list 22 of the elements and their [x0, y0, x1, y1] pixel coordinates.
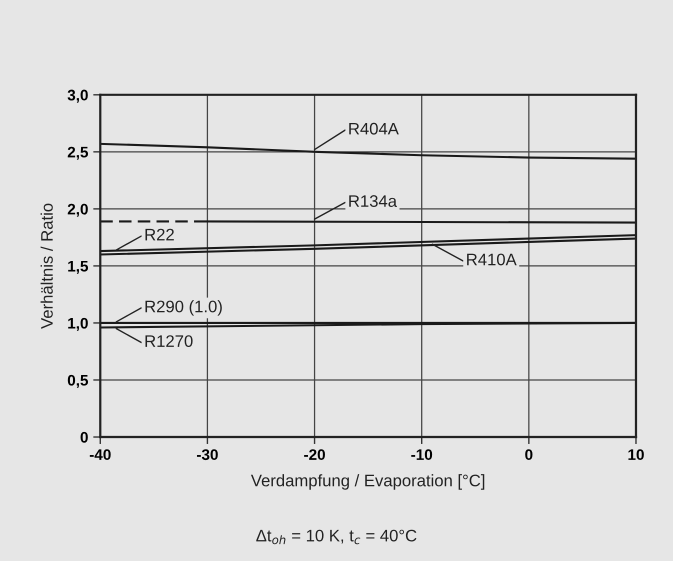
y-tick-label: 2,5 [68, 146, 88, 160]
y-tick-label: 3,0 [68, 90, 88, 103]
annotation: R1270 [145, 335, 193, 348]
annotation: R290 (1.0) [145, 300, 222, 316]
x-tick-label: 0 [525, 449, 532, 460]
annotation: R22 [145, 228, 174, 240]
y-tick-label: 0 [80, 432, 88, 443]
y-tick-label: 1,0 [68, 318, 88, 331]
x-tick-label: -30 [196, 449, 218, 460]
x-tick-label: 10 [628, 449, 644, 460]
y-tick-label: 2,0 [68, 204, 88, 217]
y-axis-title: Verhältnis / Ratio [40, 204, 53, 329]
y-tick-label: 0,5 [68, 374, 88, 388]
x-axis-title: Verdampfung / Evaporation [°C] [250, 474, 484, 490]
text: Δt$_{oh}$ = 10 K, t$_{c}$ = 40°C [256, 530, 416, 544]
annotation: R410A [467, 254, 517, 266]
x-tick-label: -10 [411, 449, 432, 460]
x-tick-label: -40 [90, 449, 111, 460]
annotation: R134a [349, 195, 398, 207]
x-tick-label: -20 [304, 449, 325, 460]
annotation: R404A [349, 122, 399, 135]
y-tick-label: 1,5 [68, 260, 88, 274]
